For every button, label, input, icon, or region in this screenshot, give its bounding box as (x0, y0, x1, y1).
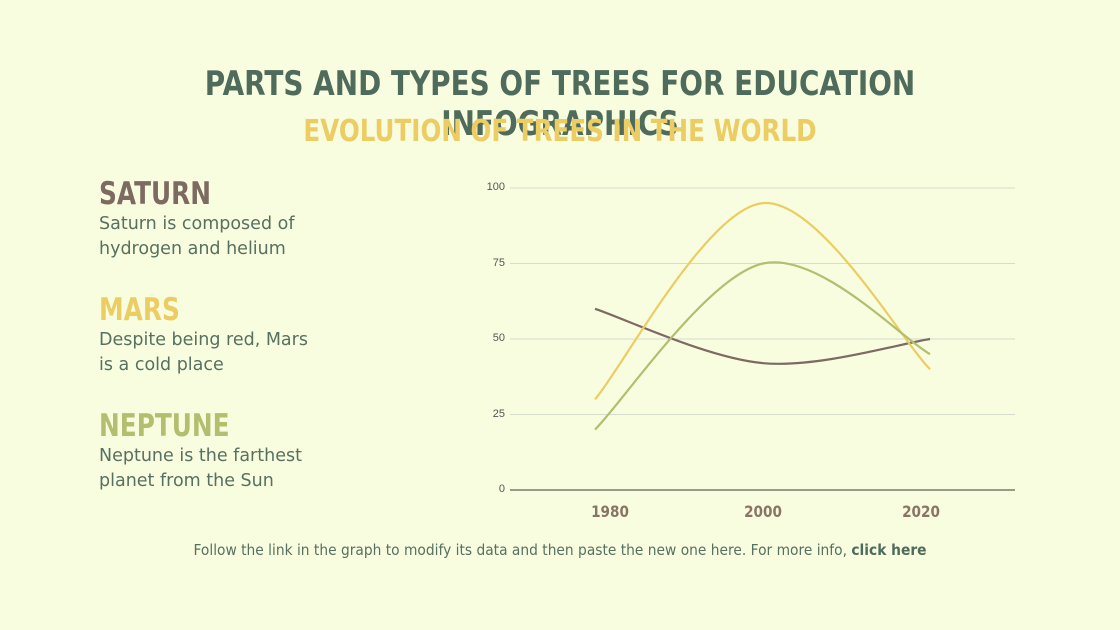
item-title: MARS (99, 292, 180, 328)
series-line-mars (594, 201, 931, 401)
page-title: PARTS AND TYPES OF TREES FOR EDUCATION I… (204, 64, 916, 144)
y-tick-label: 0 (498, 483, 505, 495)
click-here-link[interactable]: click here (851, 541, 927, 559)
info-item-saturn: SATURN Saturn is composed of hydrogen an… (99, 176, 359, 262)
y-tick-label: 50 (492, 332, 505, 344)
y-tick-label: 100 (486, 181, 505, 193)
page-subtitle: EVOLUTION OF TREES IN THE WORLD (303, 114, 817, 149)
y-tick-label: 75 (492, 256, 505, 269)
item-desc-line1: Saturn is composed of (99, 214, 295, 234)
info-item-neptune: NEPTUNE Neptune is the farthest planet f… (99, 408, 359, 494)
item-desc-line2: hydrogen and helium (99, 239, 286, 259)
x-tick-label: 1980 (591, 502, 629, 521)
info-item-mars: MARS Despite being red, Mars is a cold p… (99, 292, 359, 378)
chart-gridlines (510, 187, 1015, 491)
series-line-neptune (594, 261, 931, 431)
item-desc-line2: planet from the Sun (99, 471, 274, 491)
item-title: SATURN (99, 176, 212, 212)
item-desc-line1: Neptune is the farthest (99, 446, 302, 466)
item-desc-line1: Despite being red, Mars (99, 330, 308, 350)
chart-series (594, 201, 931, 431)
series-line-saturn (594, 307, 931, 365)
x-tick-label: 2020 (902, 502, 940, 521)
y-tick-label: 25 (492, 407, 505, 420)
x-tick-label: 2000 (744, 502, 782, 521)
footer-text: Follow the link in the graph to modify i… (193, 541, 852, 559)
item-desc-line2: is a cold place (99, 355, 224, 375)
item-title: NEPTUNE (99, 408, 230, 444)
footer-note: Follow the link in the graph to modify i… (45, 541, 1075, 559)
